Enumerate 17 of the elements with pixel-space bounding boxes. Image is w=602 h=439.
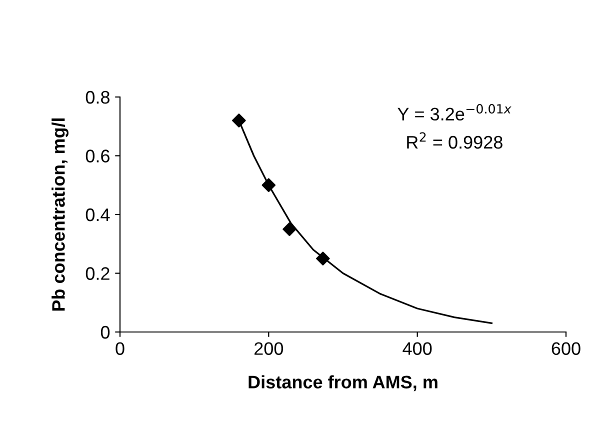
y-tick-label: 0 <box>100 326 110 339</box>
x-tick-label: 0 <box>116 342 124 355</box>
x-tick-label: 400 <box>402 342 432 355</box>
y-tick-label: 0.8 <box>86 90 110 104</box>
annotation: Y = 3.2e$^{−0.01x}$ <box>398 104 512 121</box>
y-tick-label: 0.2 <box>86 267 110 280</box>
point <box>232 114 246 128</box>
x-tick-label: 200 <box>254 342 284 355</box>
y-tick-label: 0.4 <box>86 208 110 222</box>
point <box>282 222 296 236</box>
x-tick-label: 600 <box>552 342 580 355</box>
point <box>316 252 330 266</box>
point <box>262 178 276 192</box>
annotation: R$^{2}$ = 0.9928 <box>407 132 502 149</box>
x-axis-title: Distance from AMS, m <box>248 375 438 392</box>
y-tick-label: 0.6 <box>86 150 110 162</box>
y-axis-title: Pb concentration, mg/l <box>52 118 69 311</box>
